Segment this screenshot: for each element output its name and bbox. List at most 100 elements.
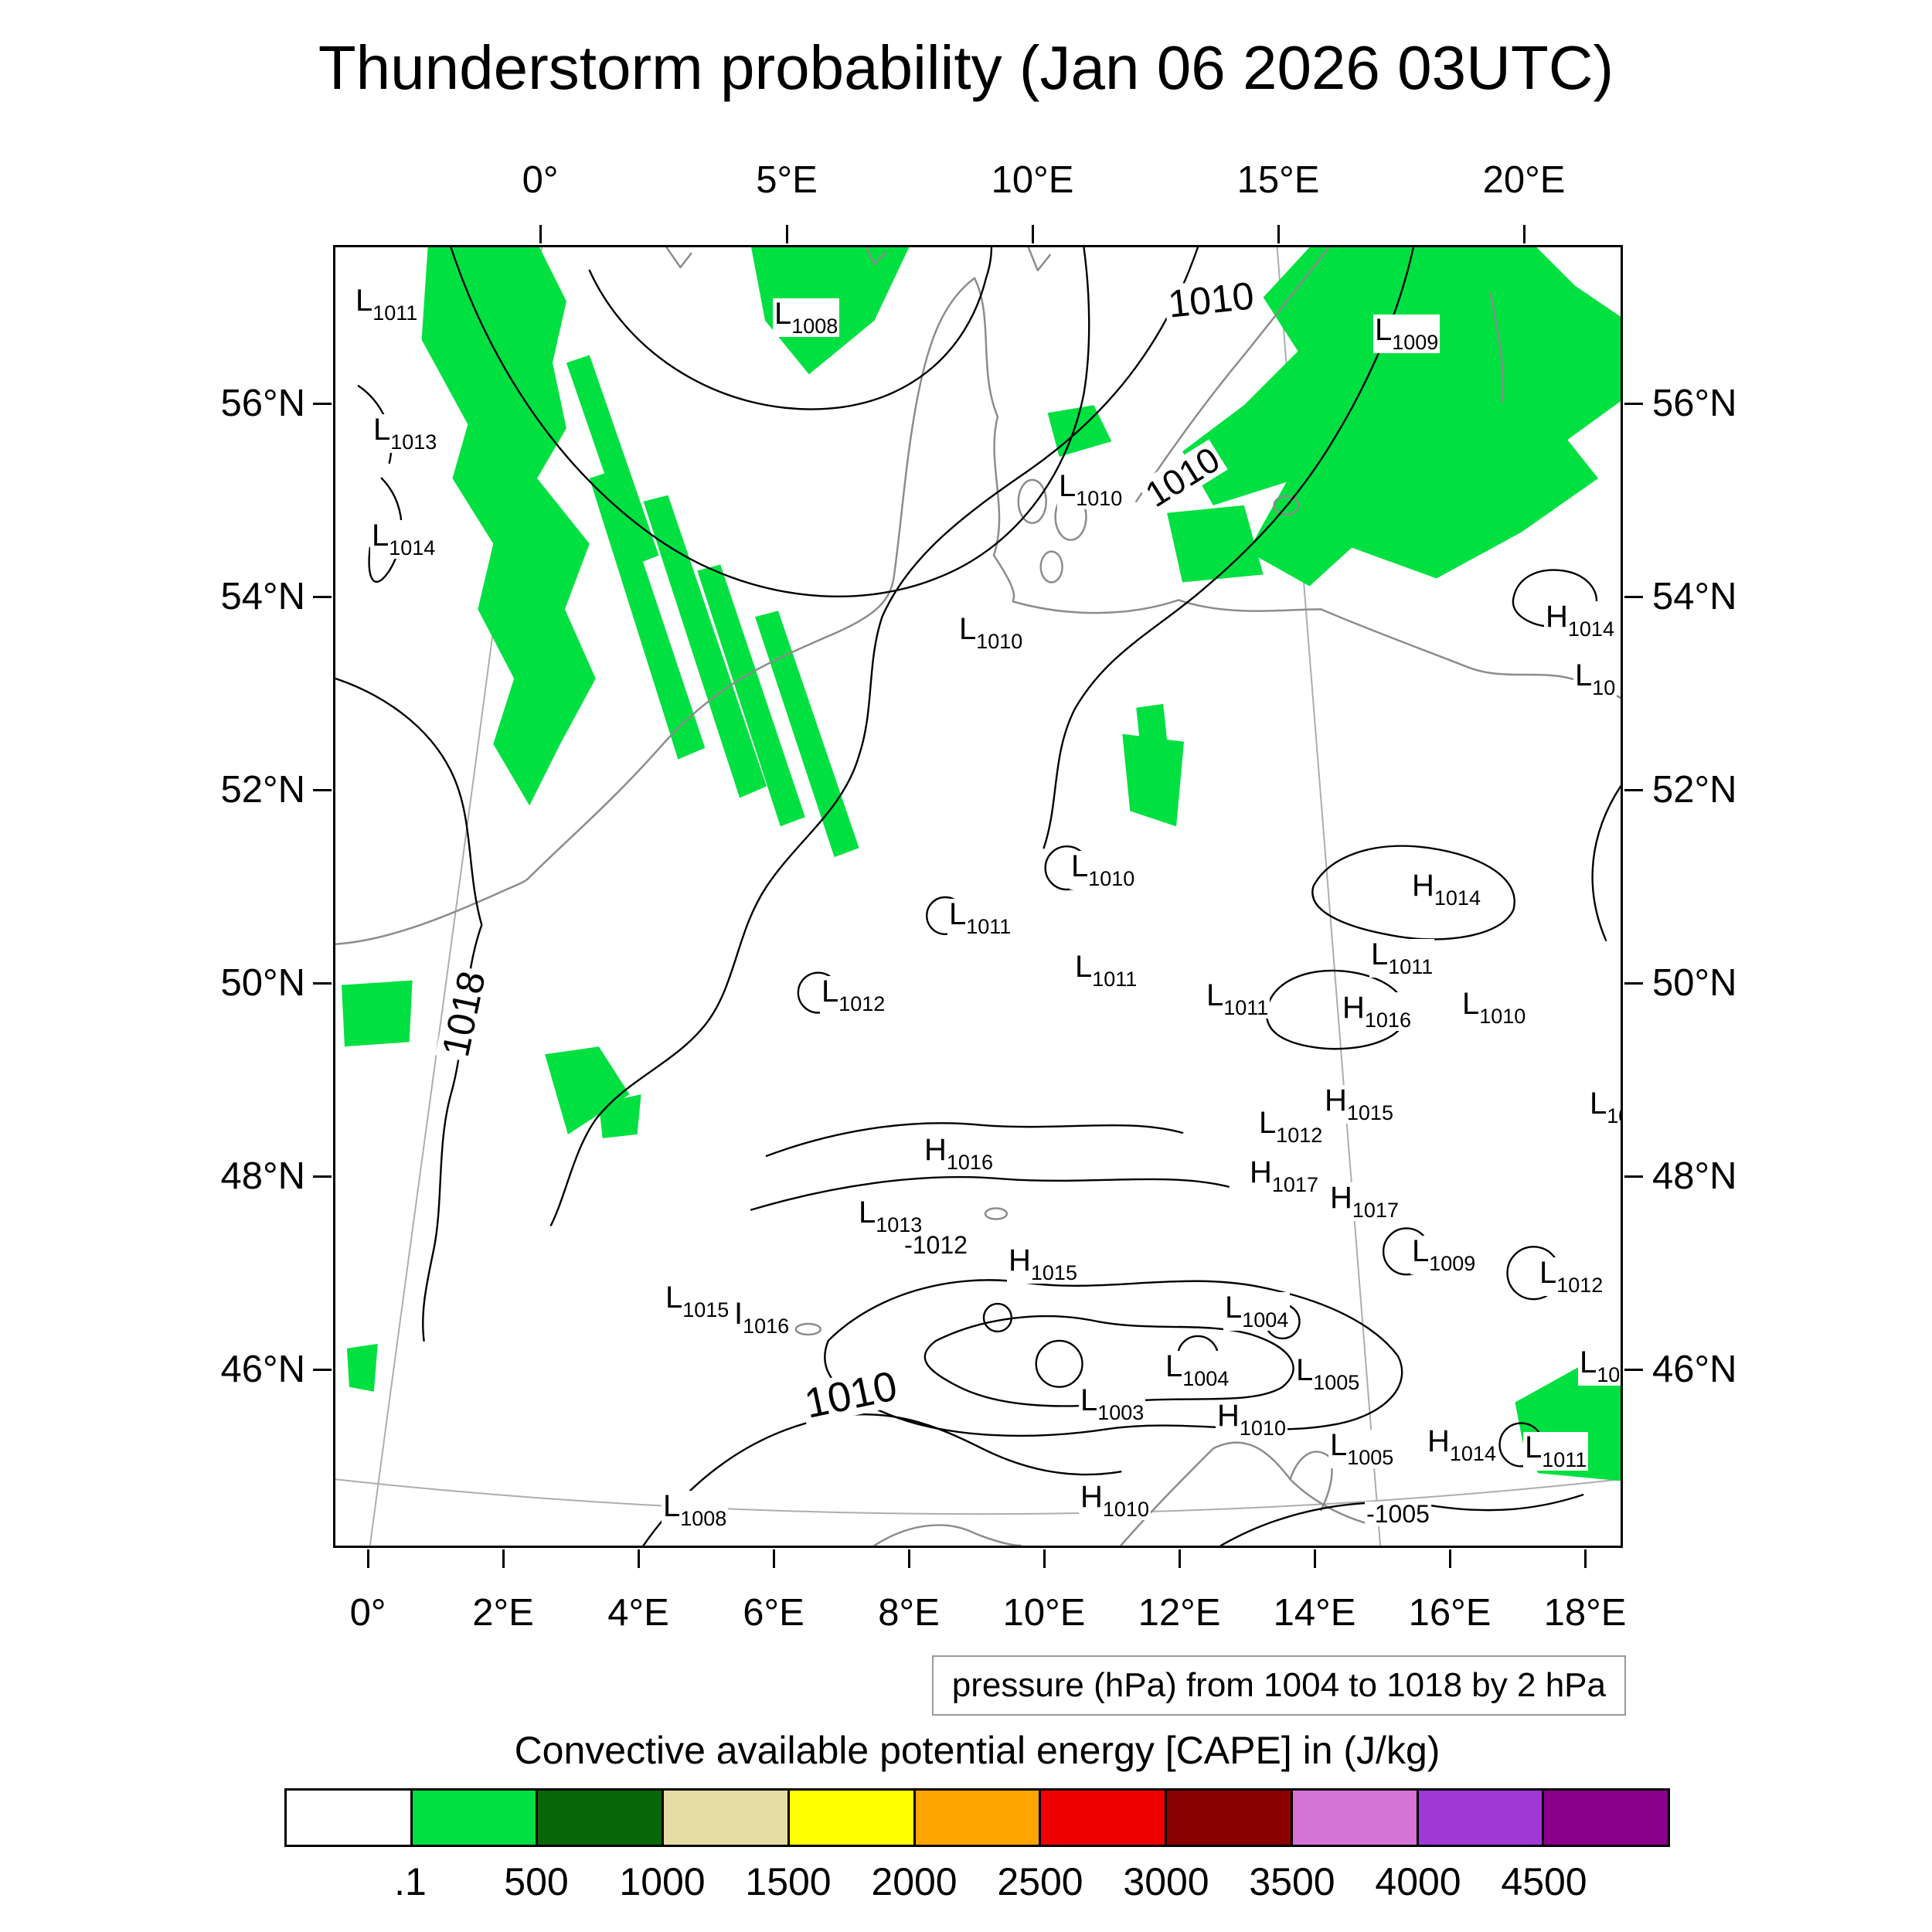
pressure-value: 1014 bbox=[389, 536, 436, 560]
axis-label-left-0: 56°N bbox=[220, 383, 305, 424]
pressure-label-H1010: H1010 bbox=[1216, 1400, 1287, 1439]
pressure-letter: L bbox=[372, 519, 389, 553]
map-frame: L1011 L1013 L1014 L1008 1010 L1009 1010 L1010 L1… bbox=[333, 245, 1623, 1548]
axis-label-bottom-6: 12°E bbox=[1138, 1592, 1221, 1634]
pressure-value: 1004 bbox=[1182, 1367, 1230, 1390]
axis-tick bbox=[1043, 1549, 1046, 1568]
pressure-label-I1016: I1016 bbox=[733, 1298, 791, 1337]
pressure-value: 1014 bbox=[1449, 1442, 1496, 1465]
axis-tick bbox=[313, 789, 332, 791]
cape-shaded-areas bbox=[341, 247, 1621, 1481]
colorbar-cell-9 bbox=[1416, 1788, 1545, 1847]
axis-tick bbox=[1624, 982, 1643, 985]
axis-tick bbox=[1179, 1549, 1181, 1568]
pressure-value: 1016 bbox=[743, 1315, 790, 1338]
weather-map-canvas bbox=[335, 247, 1621, 1546]
pressure-value: 1017 bbox=[1271, 1173, 1318, 1196]
pressure-value: 1010 bbox=[1088, 867, 1135, 890]
pressure-label-L1011: L1011 bbox=[1205, 980, 1270, 1019]
pressure-letter: H bbox=[1080, 1480, 1103, 1514]
axis-label-right-1: 54°N bbox=[1652, 576, 1737, 617]
colorbar-cell-3 bbox=[662, 1788, 790, 1847]
colorbar-label-.1: .1 bbox=[394, 1860, 427, 1903]
axis-tick bbox=[313, 1175, 332, 1178]
axis-label-right-3: 50°N bbox=[1652, 962, 1737, 1004]
contour-inline-label--1005: -1005 bbox=[1365, 1500, 1431, 1528]
pressure-value: 1005 bbox=[1347, 1446, 1394, 1469]
axis-tick bbox=[1523, 225, 1526, 243]
pressure-letter: L bbox=[821, 975, 839, 1009]
axis-label-top-2: 10°E bbox=[991, 159, 1074, 201]
pressure-value: 1010 bbox=[1076, 487, 1123, 510]
pressure-letter: L bbox=[355, 284, 373, 318]
colorbar-cell-7 bbox=[1165, 1788, 1293, 1847]
axis-tick bbox=[1624, 596, 1643, 598]
pressure-value: 1011 bbox=[1223, 996, 1269, 1019]
pressure-value: 1017 bbox=[1352, 1199, 1399, 1222]
pressure-value: 1008 bbox=[791, 315, 838, 338]
pressure-label-L1005: L1005 bbox=[1328, 1430, 1396, 1469]
pressure-letter: H bbox=[1412, 869, 1434, 903]
pressure-label-L1008: L1008 bbox=[773, 298, 840, 338]
axis-label-right-0: 56°N bbox=[1652, 383, 1737, 424]
pressure-value: 10 bbox=[1607, 1104, 1621, 1128]
pressure-value: 1011 bbox=[1388, 955, 1434, 978]
colorbar-cell-2 bbox=[536, 1788, 665, 1847]
colorbar-cell-10 bbox=[1542, 1788, 1671, 1847]
pressure-letter: L bbox=[1371, 937, 1389, 971]
pressure-label-L1004: L1004 bbox=[1164, 1351, 1231, 1390]
pressure-value: 1011 bbox=[1542, 1448, 1587, 1471]
colorbar-labels: .1 500 1000 1500 2000 2500 3000 3500 4000 4500 bbox=[284, 1859, 1670, 1909]
pressure-value: 1010 bbox=[1239, 1417, 1286, 1440]
pressure-label-H1017: H1017 bbox=[1328, 1182, 1400, 1221]
pressure-label-L1011: L1011 bbox=[947, 899, 1013, 937]
pressure-letter: L bbox=[1206, 978, 1224, 1012]
coastlines bbox=[335, 247, 1621, 1546]
pressure-letter: H bbox=[924, 1133, 947, 1167]
axis-label-left-5: 46°N bbox=[220, 1349, 305, 1390]
pressure-label-L1010: L1010 bbox=[1461, 988, 1528, 1027]
axis-label-right-5: 46°N bbox=[1652, 1349, 1737, 1390]
axis-label-top-4: 20°E bbox=[1482, 159, 1566, 201]
pressure-label-L1009: L1009 bbox=[1373, 315, 1440, 353]
colorbar-cell-0 bbox=[284, 1788, 413, 1847]
colorbar-cell-1 bbox=[410, 1788, 539, 1847]
axis-tick bbox=[1624, 1175, 1643, 1178]
pressure-label-L1014: L1014 bbox=[370, 520, 437, 559]
pressure-value: 1005 bbox=[1313, 1371, 1360, 1394]
pressure-letter: L bbox=[373, 413, 391, 447]
pressure-value: 1015 bbox=[1346, 1101, 1393, 1124]
pressure-letter: H bbox=[1546, 600, 1568, 634]
pressure-label-L1011: L1011 bbox=[354, 284, 420, 324]
axis-label-right-2: 52°N bbox=[1652, 769, 1737, 811]
axis-tick bbox=[908, 1549, 910, 1568]
axis-label-bottom-2: 4°E bbox=[607, 1592, 669, 1634]
pressure-caption: pressure (hPa) from 1004 to 1018 by 2 hP… bbox=[931, 1655, 1626, 1716]
pressure-label-H1015: H1015 bbox=[1007, 1245, 1079, 1284]
colorbar-cell-6 bbox=[1039, 1788, 1168, 1847]
colorbar-label-1500: 1500 bbox=[745, 1860, 832, 1903]
pressure-label-L1012: L1012 bbox=[1257, 1107, 1325, 1147]
pressure-letter: H bbox=[1217, 1399, 1240, 1433]
pressure-letter: H bbox=[1427, 1424, 1450, 1458]
axis-tick bbox=[1032, 225, 1034, 243]
pressure-label-L1011: L1011 bbox=[1523, 1432, 1589, 1471]
pressure-label-H1016: H1016 bbox=[1341, 992, 1413, 1031]
pressure-letter: L bbox=[1575, 658, 1593, 692]
pressure-value: 1014 bbox=[1434, 886, 1481, 910]
pressure-value: 1014 bbox=[1567, 617, 1614, 641]
axis-tick bbox=[1449, 1549, 1451, 1568]
axis-tick bbox=[638, 1549, 640, 1568]
axis-label-bottom-1: 2°E bbox=[472, 1592, 534, 1634]
pressure-letter: L bbox=[1059, 469, 1077, 503]
pressure-value: 1012 bbox=[1556, 1274, 1604, 1297]
pressure-letter: L bbox=[959, 612, 977, 646]
axis-label-top-1: 5°E bbox=[756, 159, 818, 201]
pressure-value: 1012 bbox=[1276, 1124, 1323, 1147]
axis-label-bottom-8: 16°E bbox=[1408, 1592, 1492, 1634]
pressure-value: 1013 bbox=[876, 1213, 923, 1236]
colorbar-title: Convective available potential energy [C… bbox=[514, 1729, 1440, 1772]
axis-tick bbox=[502, 1549, 505, 1568]
pressure-value: 1009 bbox=[1392, 331, 1439, 354]
axis-tick bbox=[313, 982, 332, 985]
